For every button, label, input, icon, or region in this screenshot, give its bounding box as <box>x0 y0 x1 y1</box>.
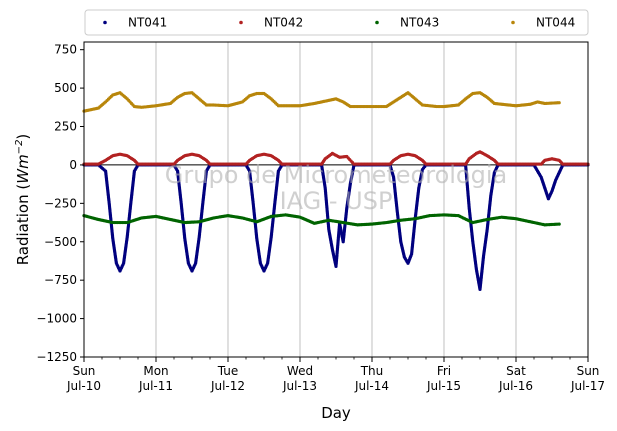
series-NT041 <box>82 163 590 291</box>
x-tick-label-date-5: Jul-15 <box>426 379 461 393</box>
legend-label-NT041: NT041 <box>128 16 167 30</box>
series-NT042 <box>82 150 590 166</box>
x-tick-label-date-2: Jul-12 <box>210 379 245 393</box>
x-tick-label-day-4: Thu <box>360 364 384 378</box>
x-tick-label-date-0: Jul-10 <box>66 379 101 393</box>
x-tick-label-date-1: Jul-11 <box>138 379 173 393</box>
legend-marker-NT041 <box>103 20 107 25</box>
x-tick-label-day-2: Tue <box>217 364 239 378</box>
y-axis: 750 500 250 0 −250 −500 −750 −1000 −1250 <box>36 43 84 364</box>
watermark-line2: IAG - USP <box>280 187 393 215</box>
legend-label-NT044: NT044 <box>536 16 575 30</box>
y-tick-label-3: 0 <box>69 158 77 172</box>
watermark: Grupo de Micrometeorologia IAG - USP <box>165 161 507 215</box>
y-axis-title-exponent: −2 <box>14 140 25 155</box>
x-tick-label-date-7: Jul-17 <box>570 379 605 393</box>
legend-box <box>84 9 589 36</box>
x-tick-label-day-5: Fri <box>437 364 451 378</box>
y-tick-label-0: 750 <box>54 43 77 57</box>
y-tick-label-1: 500 <box>54 81 77 95</box>
y-tick-label-6: −750 <box>44 273 77 287</box>
x-tick-label-day-1: Mon <box>143 364 168 378</box>
y-tick-label-4: −250 <box>44 196 77 210</box>
y-tick-label-8: −1250 <box>36 350 77 364</box>
x-tick-label-day-6: Sat <box>506 364 526 378</box>
y-axis-title-unit: Wm <box>14 154 32 183</box>
legend-marker-NT042 <box>239 20 243 25</box>
y-axis-title: Radiation (Wm−2) <box>14 134 32 266</box>
series-NT044 <box>82 91 561 113</box>
series-NT043 <box>82 213 561 227</box>
x-tick-label-day-3: Wed <box>287 364 313 378</box>
x-tick-label-day-7: Sun <box>577 364 600 378</box>
legend-label-NT043: NT043 <box>400 16 439 30</box>
legend-marker-NT043 <box>375 20 379 25</box>
legend: NT041 NT042 NT043 NT044 <box>84 9 589 36</box>
data-points <box>82 91 590 291</box>
y-tick-label-5: −500 <box>44 235 77 249</box>
point-NT044-323 <box>557 101 561 105</box>
y-axis-title-prefix: Radiation ( <box>14 184 32 266</box>
y-axis-title-suffix: ) <box>14 134 32 140</box>
y-tick-label-7: −1000 <box>36 312 77 326</box>
x-tick-label-date-3: Jul-13 <box>282 379 317 393</box>
legend-label-NT042: NT042 <box>264 16 303 30</box>
x-axis: SunJul-10MonJul-11TueJul-12WedJul-13ThuJ… <box>66 357 605 393</box>
legend-marker-NT044 <box>511 20 515 25</box>
point-NT043-314 <box>557 222 561 226</box>
x-tick-label-date-4: Jul-14 <box>354 379 389 393</box>
x-tick-label-day-0: Sun <box>73 364 96 378</box>
x-axis-minor-ticks <box>101 357 571 360</box>
watermark-line1: Grupo de Micrometeorologia <box>165 161 507 189</box>
grid-lines <box>155 42 517 357</box>
y-tick-label-2: 250 <box>54 120 77 134</box>
x-tick-label-date-6: Jul-16 <box>498 379 533 393</box>
x-axis-title: Day <box>321 404 351 422</box>
